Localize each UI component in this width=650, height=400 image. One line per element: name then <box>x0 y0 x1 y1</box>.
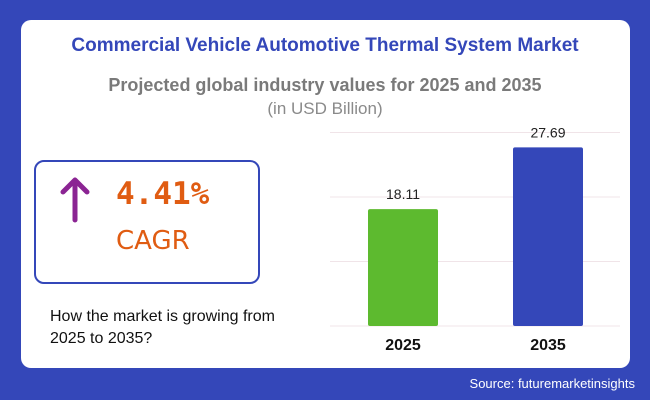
question-text: How the market is growing from 2025 to 2… <box>50 308 275 347</box>
x-tick-label: 2025 <box>385 337 421 354</box>
cagr-box: 4.41% CAGR <box>34 160 260 284</box>
cagr-label: CAGR <box>116 226 190 256</box>
source-text: Source: futuremarketinsights <box>469 376 635 391</box>
data-label: 27.69 <box>530 124 565 140</box>
chart-subtitle: Projected global industry values for 202… <box>108 75 542 95</box>
unit-label: (in USD Billion) <box>267 99 383 118</box>
bar-2025 <box>368 209 438 326</box>
chart-title: Commercial Vehicle Automotive Thermal Sy… <box>71 35 579 56</box>
cagr-value: 4.41% <box>116 176 210 212</box>
arrow-up-icon <box>60 177 90 223</box>
x-tick-label: 2035 <box>530 337 566 354</box>
bar-2035 <box>513 147 583 326</box>
data-label: 18.11 <box>386 186 420 202</box>
